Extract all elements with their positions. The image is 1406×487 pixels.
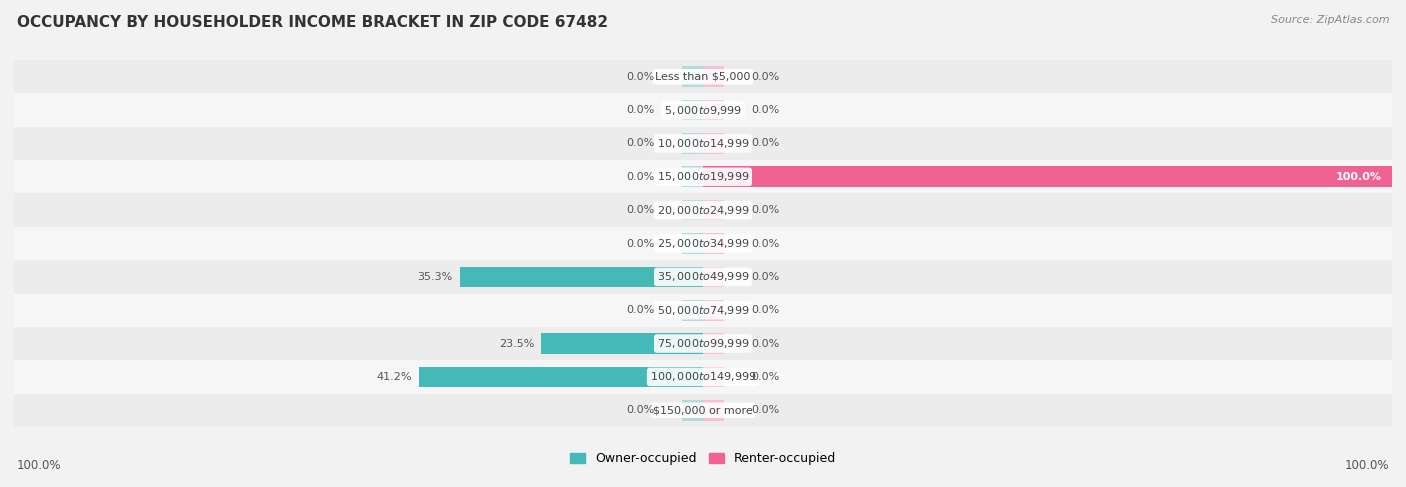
- Text: 0.0%: 0.0%: [751, 205, 779, 215]
- Text: 0.0%: 0.0%: [627, 105, 655, 115]
- Bar: [14, 160, 1392, 193]
- Text: $20,000 to $24,999: $20,000 to $24,999: [657, 204, 749, 217]
- Text: 35.3%: 35.3%: [418, 272, 453, 282]
- Text: $35,000 to $49,999: $35,000 to $49,999: [657, 270, 749, 283]
- Bar: [14, 227, 1392, 260]
- Bar: [703, 200, 724, 221]
- Text: 0.0%: 0.0%: [751, 105, 779, 115]
- Text: Less than $5,000: Less than $5,000: [655, 72, 751, 82]
- Bar: [460, 266, 703, 287]
- Bar: [703, 167, 1392, 187]
- Legend: Owner-occupied, Renter-occupied: Owner-occupied, Renter-occupied: [565, 448, 841, 470]
- Text: 23.5%: 23.5%: [499, 338, 534, 349]
- Text: 0.0%: 0.0%: [751, 372, 779, 382]
- Text: 0.0%: 0.0%: [751, 405, 779, 415]
- Text: 0.0%: 0.0%: [751, 305, 779, 315]
- Bar: [14, 94, 1392, 127]
- Text: $75,000 to $99,999: $75,000 to $99,999: [657, 337, 749, 350]
- Text: $15,000 to $19,999: $15,000 to $19,999: [657, 170, 749, 183]
- Text: 0.0%: 0.0%: [627, 205, 655, 215]
- Text: $100,000 to $149,999: $100,000 to $149,999: [650, 371, 756, 383]
- Bar: [682, 100, 703, 120]
- Text: $150,000 or more: $150,000 or more: [654, 405, 752, 415]
- Bar: [703, 100, 724, 120]
- Text: 0.0%: 0.0%: [627, 172, 655, 182]
- Bar: [703, 233, 724, 254]
- Text: 0.0%: 0.0%: [627, 305, 655, 315]
- Bar: [682, 300, 703, 320]
- Bar: [14, 60, 1392, 94]
- Text: 100.0%: 100.0%: [17, 459, 62, 472]
- Text: 100.0%: 100.0%: [1344, 459, 1389, 472]
- Text: 0.0%: 0.0%: [627, 72, 655, 82]
- Bar: [14, 260, 1392, 294]
- Bar: [419, 367, 703, 387]
- Bar: [14, 193, 1392, 227]
- Bar: [703, 300, 724, 320]
- Bar: [703, 66, 724, 87]
- Bar: [703, 333, 724, 354]
- Bar: [703, 266, 724, 287]
- Text: $50,000 to $74,999: $50,000 to $74,999: [657, 304, 749, 317]
- Bar: [682, 66, 703, 87]
- Text: 0.0%: 0.0%: [627, 138, 655, 149]
- Text: 100.0%: 100.0%: [1336, 172, 1382, 182]
- Text: $5,000 to $9,999: $5,000 to $9,999: [664, 104, 742, 116]
- Text: OCCUPANCY BY HOUSEHOLDER INCOME BRACKET IN ZIP CODE 67482: OCCUPANCY BY HOUSEHOLDER INCOME BRACKET …: [17, 15, 607, 30]
- Text: 0.0%: 0.0%: [751, 272, 779, 282]
- Text: $10,000 to $14,999: $10,000 to $14,999: [657, 137, 749, 150]
- Bar: [14, 294, 1392, 327]
- Bar: [703, 133, 724, 154]
- Text: Source: ZipAtlas.com: Source: ZipAtlas.com: [1271, 15, 1389, 25]
- Bar: [14, 327, 1392, 360]
- Text: 0.0%: 0.0%: [751, 338, 779, 349]
- Text: 0.0%: 0.0%: [751, 72, 779, 82]
- Bar: [541, 333, 703, 354]
- Text: 0.0%: 0.0%: [751, 138, 779, 149]
- Bar: [682, 200, 703, 221]
- Bar: [14, 127, 1392, 160]
- Bar: [682, 233, 703, 254]
- Bar: [682, 167, 703, 187]
- Bar: [682, 133, 703, 154]
- Text: 0.0%: 0.0%: [627, 239, 655, 248]
- Bar: [682, 400, 703, 421]
- Bar: [14, 360, 1392, 393]
- Bar: [703, 400, 724, 421]
- Bar: [14, 393, 1392, 427]
- Text: 41.2%: 41.2%: [377, 372, 412, 382]
- Bar: [703, 367, 724, 387]
- Text: 0.0%: 0.0%: [751, 239, 779, 248]
- Text: $25,000 to $34,999: $25,000 to $34,999: [657, 237, 749, 250]
- Text: 0.0%: 0.0%: [627, 405, 655, 415]
